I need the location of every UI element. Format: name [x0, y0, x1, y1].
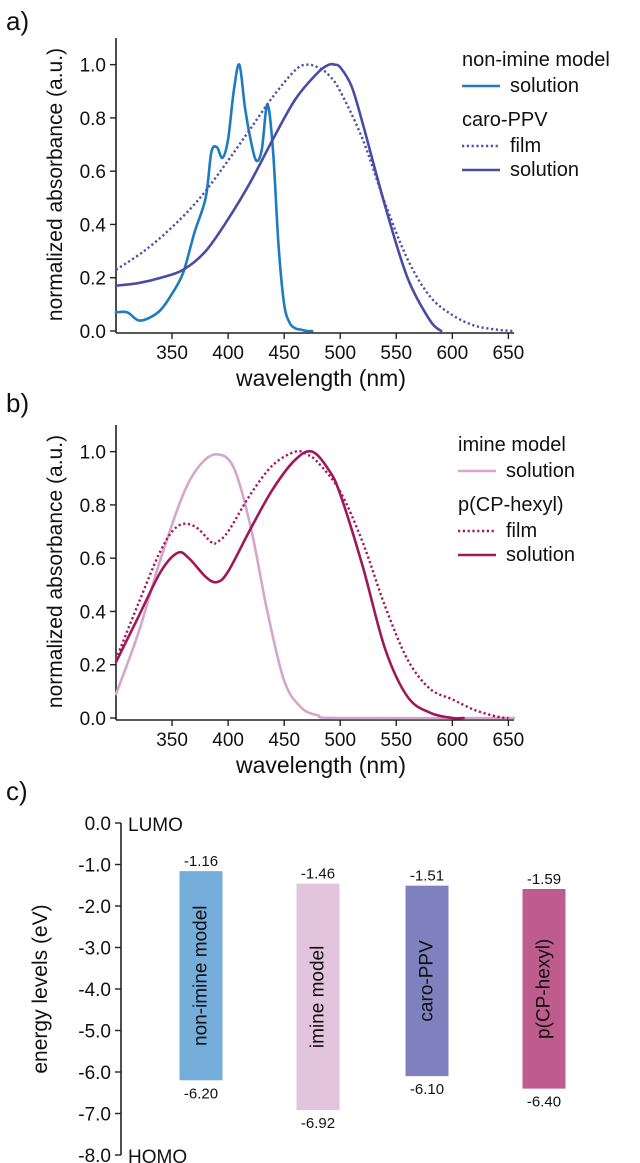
bar-category-label: imine model	[308, 946, 329, 1048]
panel-label: a)	[6, 6, 29, 36]
energy-bar	[179, 871, 223, 1081]
y-axis-title: energy levels (eV)	[29, 904, 52, 1073]
homo-value-label: -6.20	[184, 1085, 218, 1102]
y-tick-label: 0.0	[85, 814, 111, 835]
y-tick-label: 0.6	[80, 549, 106, 570]
x-tick-label: 450	[268, 343, 300, 364]
legend-entry-label: solution	[506, 460, 575, 482]
lumo-value-label: -1.46	[301, 866, 335, 883]
panel-label: b)	[6, 388, 29, 418]
x-tick-label: 400	[212, 343, 244, 364]
y-tick-label: 1.0	[80, 443, 106, 464]
y-tick-label: 0.6	[80, 162, 106, 183]
panel-b: b) 0.0 0.2 0.4 0.6 0.8 1.0 350 400 450 500 550 600 65…	[6, 388, 575, 778]
x-tick-label: 600	[436, 730, 468, 751]
y-tick-label: -3.0	[78, 939, 111, 960]
y-tick-label: -1.0	[78, 856, 111, 877]
legend-group-title: non-imine model	[462, 49, 610, 71]
lumo-value-label: -1.59	[527, 871, 561, 888]
y-tick-label: -6.0	[78, 1063, 111, 1084]
energy-bar	[296, 883, 340, 1111]
y-tick-label: -4.0	[78, 980, 111, 1001]
y-axis-title: normalized absorbance (a.u.)	[44, 48, 67, 321]
x-tick-label: 550	[380, 730, 412, 751]
x-tick-label: 400	[212, 730, 244, 751]
series-line-2	[114, 449, 465, 720]
bar-category-label: non-imine model	[191, 905, 212, 1045]
x-tick-label: 600	[436, 343, 468, 364]
legend-entry-label: solution	[510, 159, 579, 181]
series-line-2	[114, 62, 443, 333]
series-line-1	[114, 449, 509, 720]
legend-group-title: imine model	[458, 434, 566, 456]
lumo-value-label: -1.51	[410, 868, 444, 885]
y-tick-label: 0.0	[80, 709, 106, 730]
legend-entry-label: solution	[510, 75, 579, 97]
x-tick-label: 450	[268, 730, 300, 751]
homo-annotation: HOMO	[128, 1147, 187, 1163]
energy-bar	[405, 885, 449, 1077]
panel-label: c)	[6, 776, 28, 806]
y-tick-label: -7.0	[78, 1105, 111, 1126]
series-line-1	[115, 63, 515, 333]
legend-entry-label: film	[510, 135, 541, 157]
series-line-0	[114, 63, 314, 333]
legend-group-title: p(CP-hexyl)	[458, 494, 564, 516]
legend-entry-label: solution	[506, 544, 575, 566]
legend-entry-label: film	[506, 520, 537, 542]
panel-a: a) 0.0 0.2 0.4 0.6 0.8 1.0 350 400 450 500 550 600 65…	[6, 6, 610, 391]
y-tick-label: 0.8	[80, 109, 106, 130]
bar-category-label: p(CP-hexyl)	[534, 939, 555, 1039]
y-tick-label: 0.4	[80, 602, 107, 623]
y-tick-label: 0.0	[80, 322, 106, 343]
y-tick-label: -5.0	[78, 1022, 111, 1043]
x-axis-title: wavelength (nm)	[235, 752, 406, 778]
x-axis-title: wavelength (nm)	[235, 365, 406, 391]
lumo-annotation: LUMO	[128, 815, 183, 836]
y-tick-label: 0.4	[80, 215, 107, 236]
series-line-0	[114, 452, 516, 720]
homo-value-label: -6.40	[527, 1094, 561, 1111]
homo-value-label: -6.92	[301, 1115, 335, 1132]
energy-bar	[522, 888, 566, 1089]
panel-c: c) 0.0 -1.0 -2.0 -3.0 -4.0 -5.0 -6.0 -7.0 -8.0 LUM…	[6, 776, 566, 1163]
y-tick-label: 0.2	[80, 656, 106, 677]
x-tick-label: 650	[493, 343, 525, 364]
y-tick-label: -8.0	[78, 1146, 111, 1163]
y-tick-label: 0.2	[80, 269, 106, 290]
homo-value-label: -6.10	[410, 1081, 444, 1098]
bar-category-label: caro-PPV	[417, 940, 438, 1022]
y-tick-label: 1.0	[80, 56, 106, 77]
x-tick-label: 550	[380, 343, 412, 364]
x-tick-label: 350	[156, 730, 188, 751]
x-tick-label: 500	[324, 730, 356, 751]
lumo-value-label: -1.16	[184, 853, 218, 870]
y-axis-title: normalized absorbance (a.u.)	[44, 435, 67, 708]
x-tick-label: 350	[156, 343, 188, 364]
y-tick-label: -2.0	[78, 897, 111, 918]
legend-group-title: caro-PPV	[462, 109, 548, 131]
x-tick-label: 500	[324, 343, 356, 364]
y-tick-label: 0.8	[80, 496, 106, 517]
x-tick-label: 650	[493, 730, 525, 751]
